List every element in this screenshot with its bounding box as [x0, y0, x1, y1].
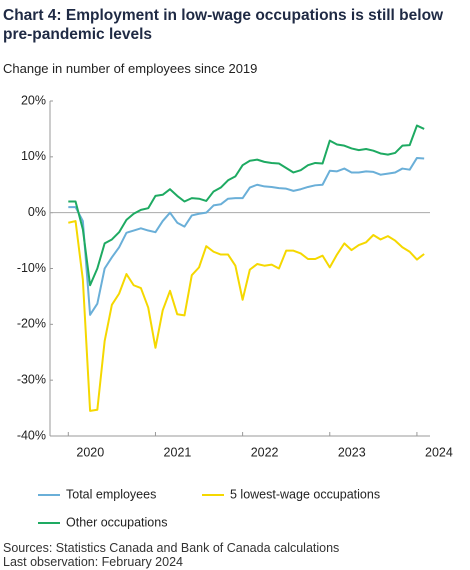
legend-label: Total employees [66, 487, 156, 501]
x-tick-label: 2024 [425, 445, 453, 459]
chart-title: Chart 4: Employment in low-wage occupati… [3, 7, 444, 43]
y-tick-label: -30% [17, 372, 46, 386]
x-tick-label: 2023 [338, 445, 366, 459]
note: Last observation: February 2024 [3, 555, 183, 569]
series-line [68, 156, 425, 316]
legend-label: 5 lowest-wage occupations [230, 487, 380, 501]
y-tick-label: -10% [17, 261, 46, 275]
y-tick-label: -40% [17, 428, 46, 442]
y-tick-label: 0% [28, 205, 46, 219]
series-line [68, 124, 425, 287]
y-tick-label: 20% [21, 93, 46, 107]
y-tick-label: -20% [17, 317, 46, 331]
x-tick-label: 2020 [76, 445, 104, 459]
x-tick-label: 2021 [164, 445, 192, 459]
chart: -40% -30% -20% -10% 0% 10% 20% 2020 2021 2022 2023… [17, 93, 453, 529]
x-tick-label: 2022 [251, 445, 279, 459]
series-line [68, 220, 425, 412]
y-tick-label: 10% [21, 149, 46, 163]
legend-label: Other occupations [66, 515, 167, 529]
sources: Sources: Statistics Canada and Bank of C… [3, 541, 340, 555]
chart-subtitle: Change in number of employees since 2019 [3, 61, 258, 76]
